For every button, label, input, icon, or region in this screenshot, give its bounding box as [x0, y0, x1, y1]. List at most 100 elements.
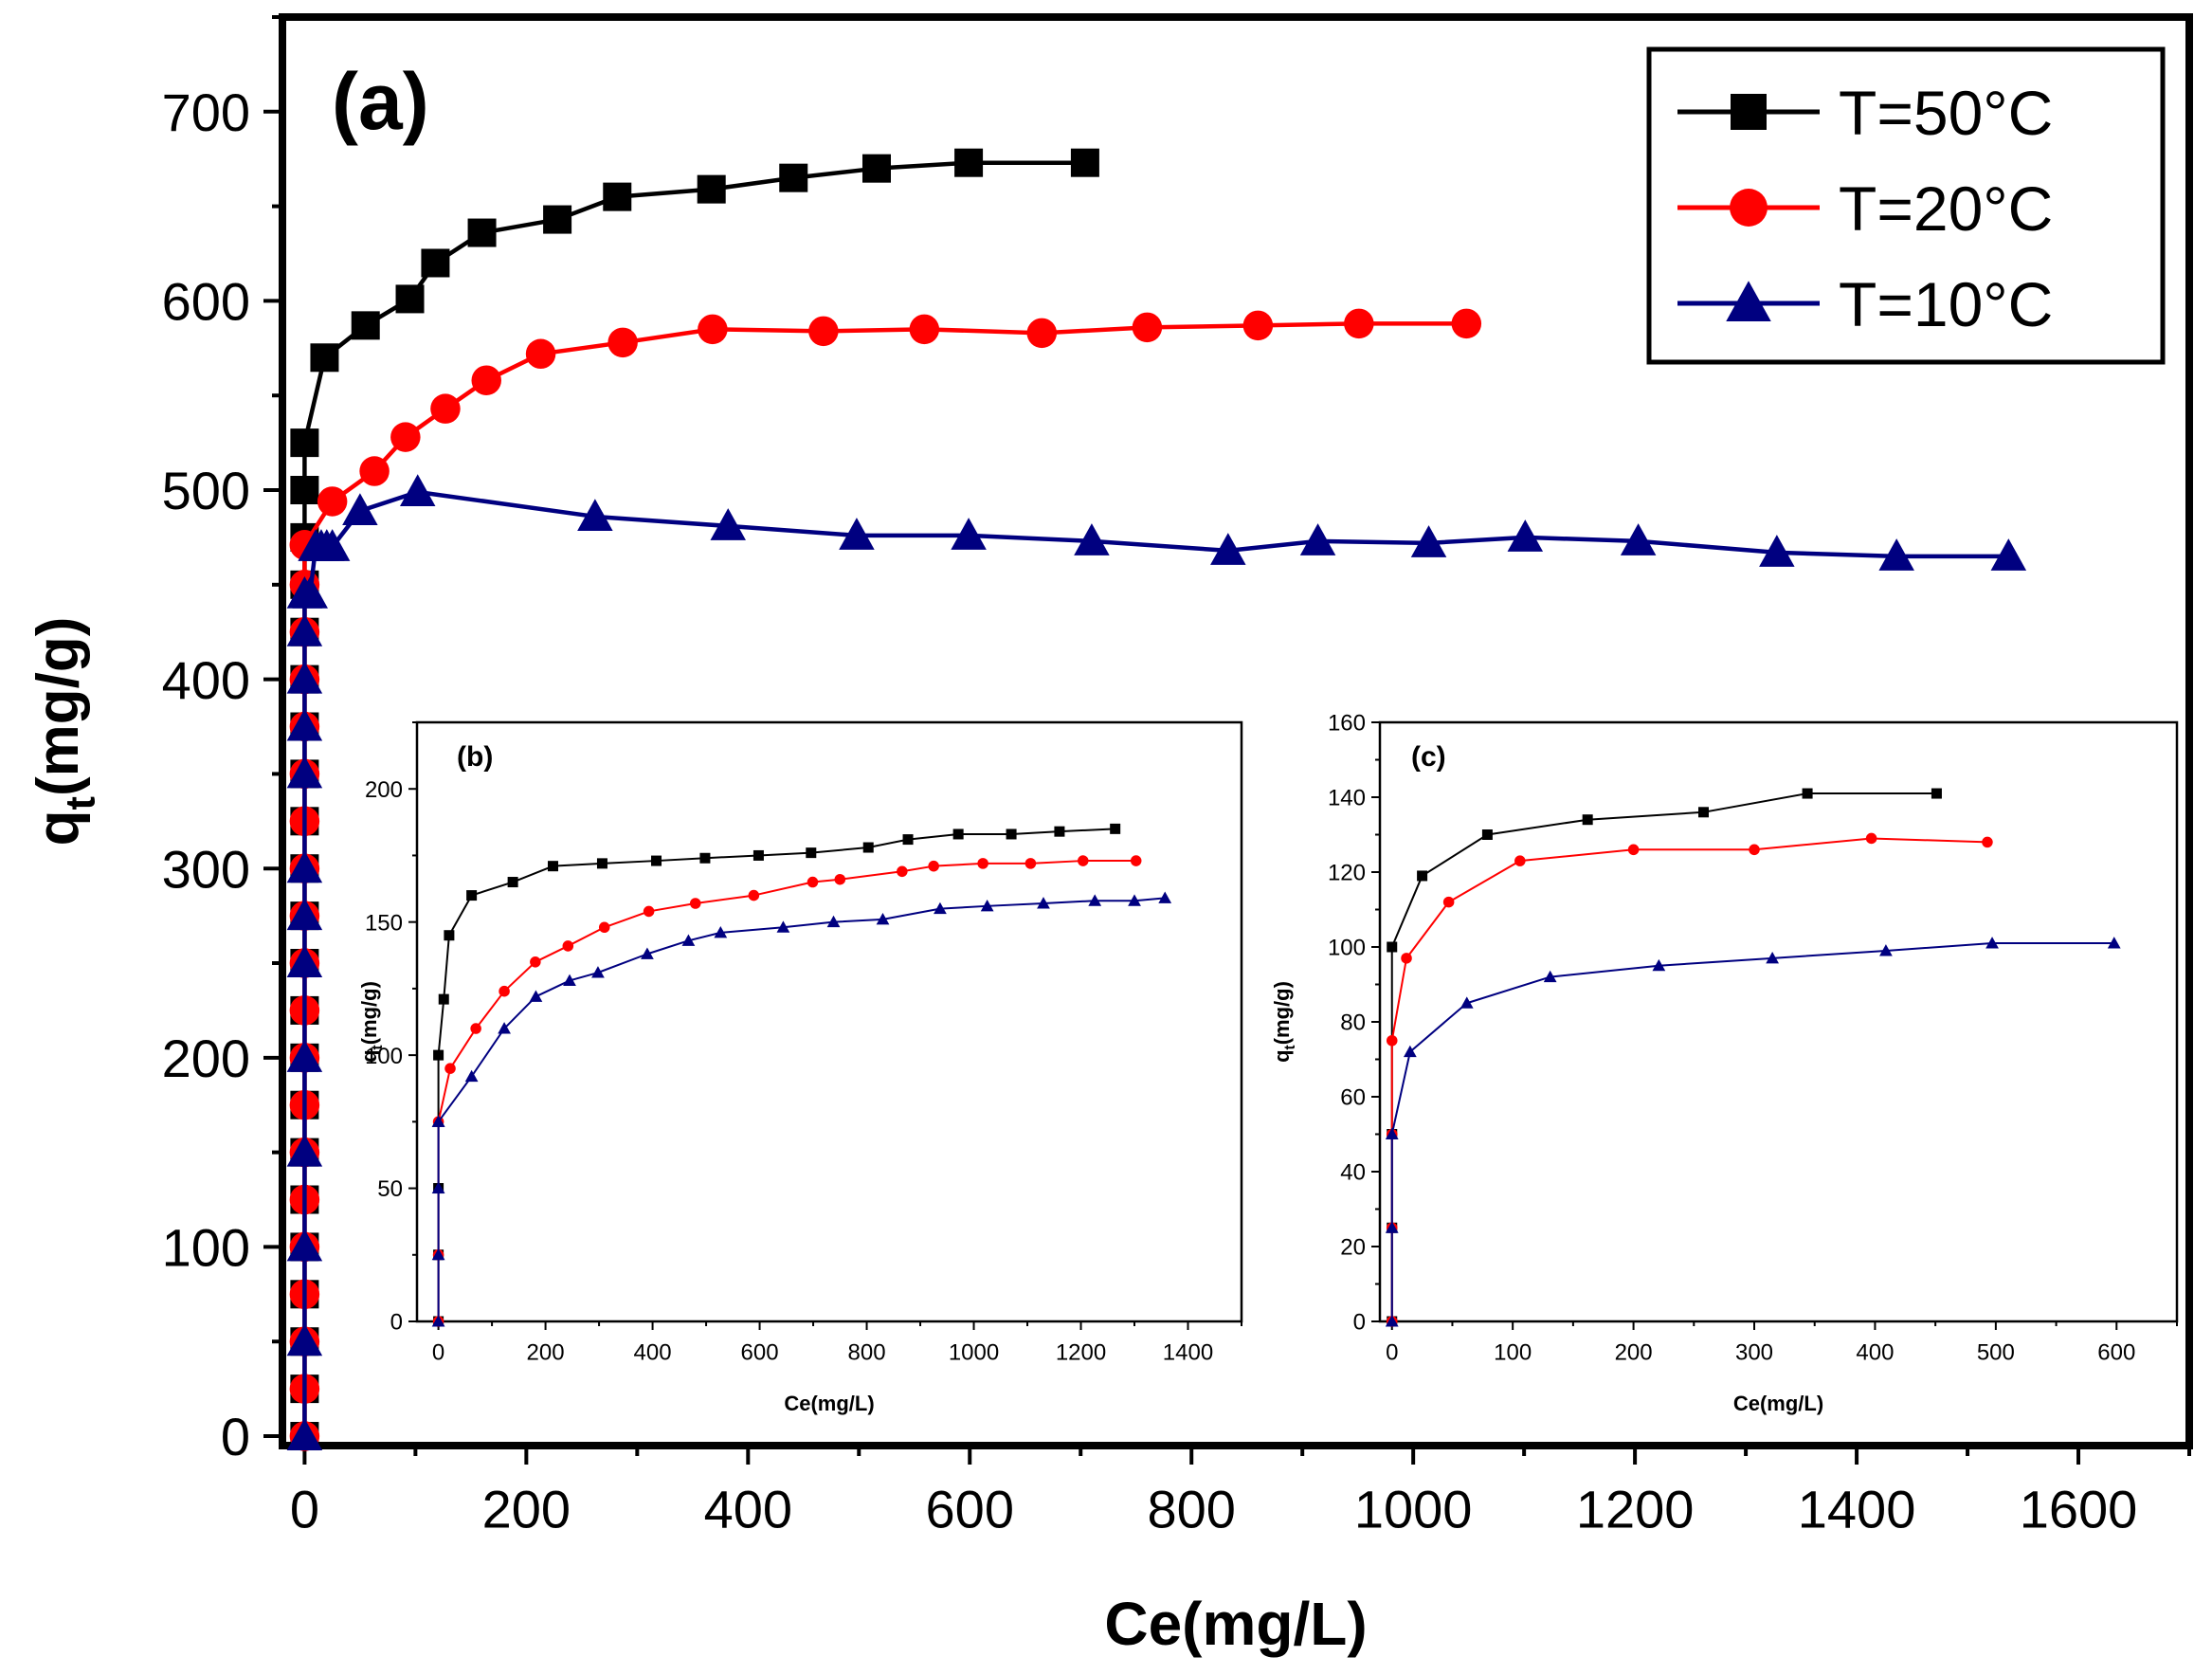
- data-point-t50: [1697, 807, 1709, 818]
- data-point-t10: [1037, 897, 1050, 909]
- data-point-t10: [1074, 523, 1110, 555]
- data-point-t10: [1879, 944, 1893, 956]
- data-point-t20: [1982, 836, 1993, 848]
- y-tick-label: 160: [1328, 711, 1366, 737]
- y-axis-title: qt(mg/g): [357, 981, 386, 1063]
- data-point-t10: [1759, 535, 1795, 567]
- data-point-t20: [909, 314, 940, 345]
- x-axis-title: Ce(mg/L): [1733, 1392, 1823, 1415]
- data-point-t10: [431, 1181, 445, 1194]
- series-t50: [290, 148, 1099, 1451]
- data-point-t50: [862, 842, 874, 853]
- data-point-t10: [776, 920, 790, 933]
- x-tick-label: 1000: [1354, 1479, 1473, 1538]
- data-point-t20: [525, 338, 556, 370]
- data-point-t10: [1620, 523, 1657, 555]
- x-tick-label: 600: [926, 1479, 1014, 1538]
- series-line-t20: [437, 860, 1136, 1321]
- data-point-t20: [1024, 858, 1037, 869]
- data-point-t50: [596, 858, 607, 869]
- series-t50: [433, 823, 1121, 1327]
- x-tick-label: 200: [1615, 1339, 1653, 1365]
- data-point-t10: [1460, 996, 1474, 1009]
- y-tick-label: 100: [1328, 936, 1366, 961]
- data-point-t10: [1766, 951, 1780, 964]
- data-point-t50: [699, 852, 711, 864]
- data-point-t10: [286, 1418, 323, 1451]
- data-point-t50: [421, 248, 450, 278]
- data-point-t10: [314, 529, 351, 561]
- data-point-t10: [529, 990, 543, 1002]
- data-point-t20: [1451, 308, 1482, 339]
- data-point-t10: [1985, 937, 1999, 949]
- plot-frame: [415, 720, 1243, 1323]
- inset-chart-panel-c: 0 100 200 300 400 500 600 0 20 40 60 80 100 120 140 160…: [1270, 711, 2179, 1415]
- data-point-t50: [466, 890, 478, 901]
- data-point-t20: [1242, 310, 1274, 341]
- y-tick-label: 200: [162, 1029, 250, 1088]
- legend-marker-t10: [1726, 281, 1771, 321]
- data-point-t50: [1582, 814, 1593, 826]
- data-point-t10: [876, 912, 890, 925]
- data-point-t20: [643, 905, 655, 918]
- data-point-t50: [902, 834, 914, 846]
- x-tick-label: 0: [1386, 1339, 1398, 1365]
- data-point-t10: [951, 518, 987, 550]
- data-point-t10: [1210, 533, 1246, 565]
- data-point-t10: [286, 1229, 323, 1262]
- data-point-t50: [547, 861, 558, 872]
- data-point-t10: [431, 1315, 445, 1327]
- data-point-t20: [897, 865, 908, 878]
- data-point-t50: [1006, 828, 1017, 840]
- y-axis-title: qt(mg/g): [26, 617, 103, 847]
- data-point-t50: [1481, 829, 1493, 840]
- data-point-t10: [1385, 1315, 1399, 1327]
- data-point-t20: [444, 1063, 456, 1074]
- y-tick-label: 80: [1340, 1010, 1366, 1036]
- series-t50: [1387, 788, 1942, 1327]
- data-point-t10: [2107, 937, 2121, 949]
- series-line-t50: [302, 160, 1085, 1437]
- data-point-t20: [607, 327, 638, 358]
- data-point-t50: [290, 428, 319, 458]
- x-tick-label: 0: [290, 1479, 319, 1538]
- data-point-t10: [591, 966, 605, 978]
- data-point-t10: [980, 899, 994, 912]
- y-tick-label: 0: [1353, 1310, 1366, 1336]
- y-tick-label: 40: [1340, 1160, 1366, 1186]
- y-tick-label: 150: [365, 910, 403, 936]
- data-point-t10: [498, 1022, 511, 1034]
- data-point-t50: [351, 311, 380, 340]
- plot-frame: [279, 13, 2193, 1449]
- data-point-t50: [954, 148, 984, 177]
- plot-frame: [1378, 720, 2179, 1323]
- data-point-t50: [444, 930, 455, 941]
- legend-label-t20: T=20°C: [1839, 173, 2053, 244]
- data-point-t50: [603, 182, 632, 211]
- y-axis-title-units: (mg/g): [26, 617, 91, 796]
- data-point-t20: [562, 940, 574, 952]
- main-chart-panel-a: 0 200 400 600 800 1000 1200 1400 160001002003004…: [26, 13, 2193, 1658]
- data-point-t10: [1299, 523, 1336, 555]
- data-point-t10: [431, 1247, 445, 1261]
- data-point-t50: [290, 476, 319, 505]
- y-axis-title-subscript: t: [58, 796, 103, 810]
- panel-label: (b): [457, 741, 493, 773]
- data-point-t10: [286, 708, 323, 741]
- y-axis-title: qt(mg/g): [1270, 981, 1298, 1063]
- data-point-t20: [689, 898, 701, 909]
- data-point-t10: [641, 947, 654, 959]
- data-point-t20: [698, 314, 728, 345]
- x-tick-label: 1400: [1163, 1339, 1213, 1365]
- data-point-t20: [1749, 844, 1760, 856]
- data-point-t20: [1344, 308, 1374, 339]
- data-point-t10: [1088, 894, 1102, 906]
- data-point-t20: [1078, 855, 1089, 866]
- series-t20: [289, 308, 1482, 1451]
- data-point-t50: [779, 163, 808, 192]
- data-point-t20: [807, 876, 819, 888]
- data-point-t50: [1387, 941, 1398, 953]
- series-t10: [286, 474, 2027, 1451]
- data-point-t20: [808, 316, 839, 347]
- series-line-t20: [1390, 837, 1987, 1321]
